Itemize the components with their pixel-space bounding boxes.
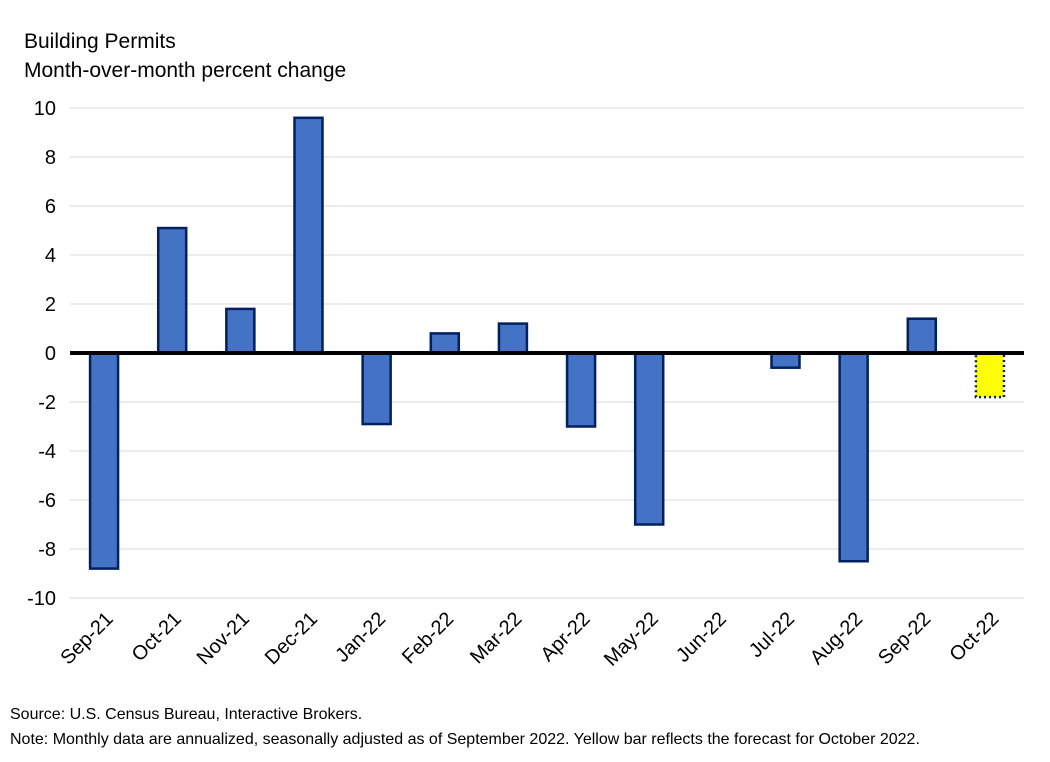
chart-title: Building Permits <box>24 30 176 53</box>
bar <box>906 317 938 355</box>
y-tick-label: 6 <box>45 196 56 218</box>
bar <box>293 116 324 355</box>
x-category-label: Mar-22 <box>466 608 526 668</box>
y-tick-label: 8 <box>45 147 56 169</box>
y-tick-label: -10 <box>27 588 56 610</box>
forecast-bar <box>974 351 1006 399</box>
bar <box>361 351 392 426</box>
methodology-note: Note: Monthly data are annualized, seaso… <box>10 731 920 748</box>
bars <box>88 116 1006 570</box>
x-category-label: Nov-21 <box>193 608 254 669</box>
source-note: Source: U.S. Census Bureau, Interactive … <box>10 706 363 723</box>
x-category-label: May-22 <box>600 608 663 671</box>
x-category-label: Dec-21 <box>261 608 322 669</box>
bar <box>497 322 529 355</box>
x-category-label: Oct-21 <box>128 608 186 666</box>
bar <box>429 332 461 355</box>
y-tick-label: 4 <box>45 245 56 267</box>
x-category-label: Oct-22 <box>945 608 1003 666</box>
x-category-label: Feb-22 <box>398 608 458 668</box>
bar <box>156 226 188 355</box>
bar <box>770 351 801 369</box>
y-tick-label: -4 <box>38 441 56 463</box>
x-axis-categories: Sep-21 Oct-21 Nov-21 Dec-21 Jan-22 Feb-22 Mar-… <box>56 608 1003 671</box>
x-category-label: Jan-22 <box>331 608 390 667</box>
y-tick-label: 0 <box>45 343 56 365</box>
bar <box>225 307 256 355</box>
x-category-label: Jul-22 <box>745 608 799 662</box>
bar-chart: Building Permits Month-over-month percen… <box>24 30 1024 671</box>
bar <box>565 351 597 428</box>
y-tick-label: -2 <box>38 392 56 414</box>
y-tick-label: 2 <box>45 294 56 316</box>
y-tick-label: -8 <box>38 539 56 561</box>
x-category-label: Aug-22 <box>806 608 867 669</box>
bar <box>88 351 120 570</box>
y-tick-label: 10 <box>34 98 56 120</box>
bar <box>838 351 869 563</box>
gridlines <box>70 107 1024 599</box>
chart-subtitle: Month-over-month percent change <box>24 59 346 82</box>
bar <box>633 351 665 526</box>
x-category-label: Apr-22 <box>537 608 595 666</box>
x-category-label: Sep-21 <box>56 608 117 669</box>
x-category-label: Jun-22 <box>672 608 731 667</box>
y-tick-label: -6 <box>38 490 56 512</box>
y-axis-ticks: 10 8 6 4 2 0 -2 -4 -6 -8 -10 <box>27 98 56 610</box>
x-category-label: Sep-22 <box>874 608 935 669</box>
